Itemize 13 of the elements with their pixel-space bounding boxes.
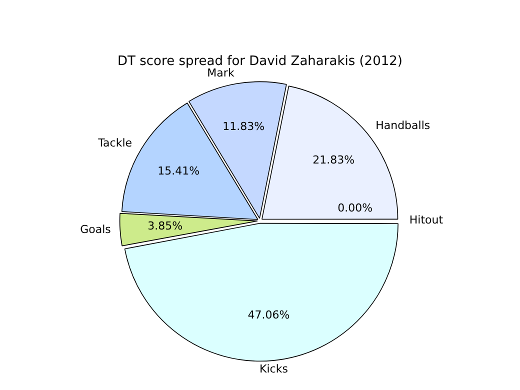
data-label: 3.85%	[148, 220, 183, 233]
data-label: 11.83%	[222, 120, 265, 134]
category-label: Hitout	[409, 214, 444, 227]
chart-title: DT score spread for David Zaharakis (2012)	[118, 54, 402, 70]
slice-label: Kicks	[260, 362, 288, 376]
slice-label: Tackle	[97, 136, 132, 150]
slice-label: Handballs	[376, 119, 430, 132]
data-label: 47.06%	[248, 308, 290, 322]
text: 0.00%	[338, 202, 373, 215]
data-label: 21.83%	[312, 153, 355, 166]
slice-label: Goals	[80, 223, 112, 236]
slice-label: Mark	[207, 66, 235, 80]
data-label: 15.41%	[158, 164, 200, 178]
